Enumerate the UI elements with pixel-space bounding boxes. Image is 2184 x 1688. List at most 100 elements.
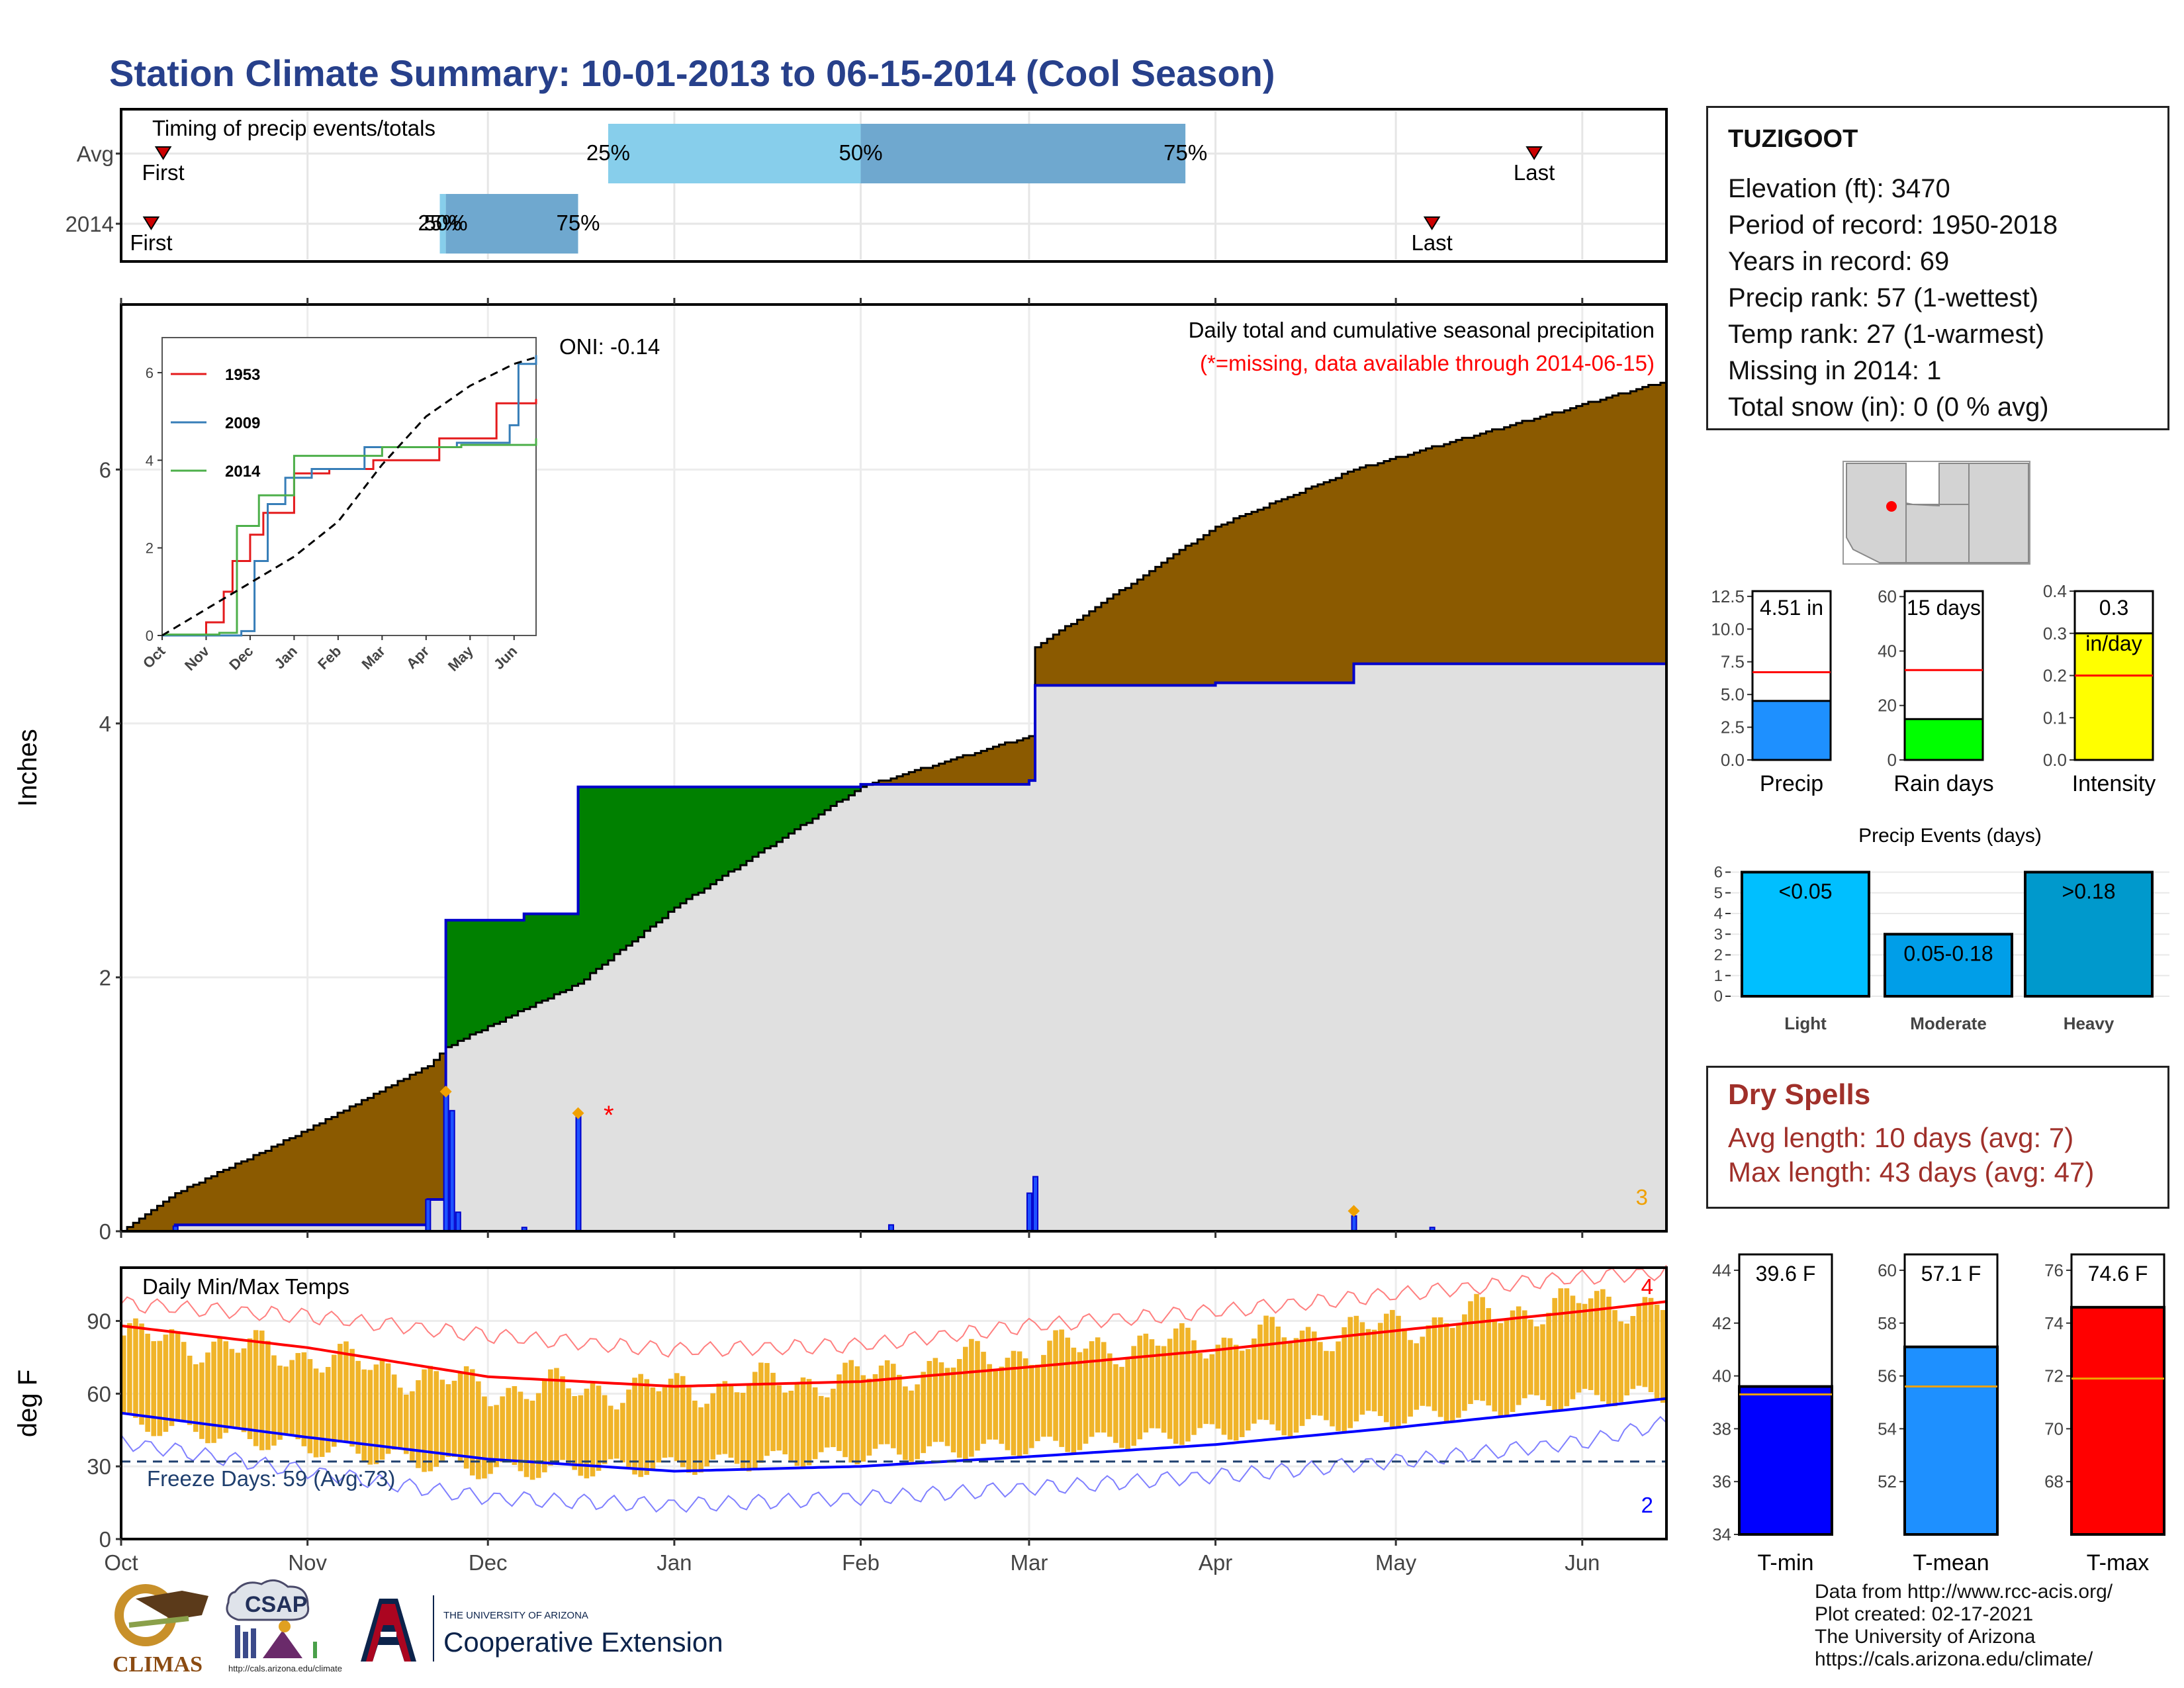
events-ytick-label: 4 <box>1714 905 1723 923</box>
timing-first-label: First <box>142 160 185 185</box>
daily-temp-bar <box>950 1367 956 1453</box>
daily-temp-bar <box>121 1335 126 1415</box>
inset-xtick-label: Jan <box>271 643 300 672</box>
daily-temp-bar <box>1570 1295 1576 1399</box>
daily-temp-bar <box>1065 1337 1071 1452</box>
daily-temp-bar <box>1558 1288 1564 1411</box>
daily-temp-bar <box>1203 1358 1208 1425</box>
daily-temp-bar <box>1630 1316 1636 1389</box>
daily-temp-bar <box>1125 1359 1130 1450</box>
daily-temp-bar <box>866 1378 872 1456</box>
events-ytick-label: 5 <box>1714 884 1723 902</box>
tbar-ytick-label: 54 <box>1878 1419 1897 1438</box>
daily-temp-bar <box>410 1391 415 1462</box>
timing-last-marker <box>1423 216 1441 230</box>
daily-temp-bar <box>439 1380 445 1462</box>
daily-temp-bar <box>903 1386 908 1460</box>
precip-ytick-label: 4 <box>99 712 111 736</box>
timing-p50-label: 50% <box>424 211 468 235</box>
daily-temp-bar <box>1486 1308 1492 1406</box>
daily-temp-bar <box>1269 1317 1275 1425</box>
temp-ytick-label: 90 <box>87 1309 111 1334</box>
missing-data-marker: * <box>604 1101 614 1130</box>
precip-panel: * 0 2 4 6 Daily total and cumulative season… <box>13 298 1668 1244</box>
precip-ytick-label: 0 <box>99 1219 111 1244</box>
daily-temp-bar <box>1353 1315 1359 1422</box>
season-stat-bars: 0.0 2.5 5.0 7.5 10.0 12.5 4.51 in Precip 0 20 40 60… <box>1711 581 2156 796</box>
stat-value-label: 0.3 <box>2099 596 2128 620</box>
daily-temp-bar <box>716 1383 722 1455</box>
inset-xtick-label: Apr <box>403 643 433 673</box>
daily-temp-bar <box>265 1340 271 1450</box>
daily-temp-bar <box>812 1387 818 1460</box>
daily-temp-bar <box>548 1369 553 1466</box>
inset-ytick-label: 6 <box>146 365 154 381</box>
station-snow: Total snow (in): 0 (0 % avg) <box>1728 393 2049 422</box>
daily-temp-bar <box>289 1360 295 1435</box>
dry-spells-title: Dry Spells <box>1728 1078 1871 1111</box>
daily-temp-bar <box>1005 1358 1011 1450</box>
events-bar-Heavy <box>2024 870 2154 998</box>
daily-temp-bar <box>295 1352 301 1440</box>
daily-temp-bar <box>331 1354 337 1447</box>
inset-legend-label: 2009 <box>225 414 260 432</box>
daily-temp-bar <box>416 1380 421 1468</box>
daily-temp-bar <box>1113 1364 1118 1443</box>
daily-temp-bar <box>566 1388 571 1464</box>
daily-temp-bar <box>241 1348 247 1432</box>
stat-ytick-label: 60 <box>1878 586 1897 606</box>
tbar-ytick-label: 60 <box>1878 1260 1897 1280</box>
daily-temp-bar <box>650 1387 656 1470</box>
daily-temp-bar <box>1516 1306 1522 1405</box>
daily-temp-bar <box>578 1395 584 1476</box>
daily-temp-bar <box>554 1368 559 1461</box>
daily-temp-bar <box>842 1362 848 1458</box>
daily-temp-bar <box>506 1387 512 1462</box>
daily-temp-bar <box>1347 1317 1353 1429</box>
daily-temp-bar <box>319 1372 325 1457</box>
daily-temp-bar <box>1408 1340 1413 1417</box>
daily-temp-bar <box>217 1337 222 1439</box>
daily-temp-bar <box>1257 1325 1263 1420</box>
daily-temp-bar <box>794 1383 800 1466</box>
daily-temp-bar <box>1504 1318 1510 1417</box>
daily-temp-bar <box>1468 1301 1473 1404</box>
daily-temp-bar <box>644 1379 650 1476</box>
daily-temp-bar <box>127 1323 132 1414</box>
tbar-ytick-label: 74 <box>2044 1313 2064 1333</box>
daily-temp-bar <box>518 1391 523 1472</box>
daily-temp-bar <box>969 1338 974 1457</box>
inset-cumulative-chart: 0 2 4 6 Oct Nov Dec Jan Feb Mar Apr May Jun 1953 2009 2… <box>140 337 537 675</box>
daily-temp-bar <box>1239 1350 1245 1437</box>
daily-temp-bar <box>758 1362 764 1463</box>
daily-temp-bar <box>1420 1336 1426 1406</box>
daily-temp-bar <box>175 1331 181 1422</box>
daily-temp-bar <box>1432 1317 1437 1411</box>
daily-temp-bar <box>1576 1303 1582 1393</box>
daily-temp-bar <box>1564 1288 1570 1407</box>
precip-panel-note: (*=missing, data available through 2014-… <box>1200 351 1655 375</box>
arizona-location-map <box>1843 461 2030 565</box>
daily-temp-bar <box>1402 1328 1407 1424</box>
temp-panel-title: Daily Min/Max Temps <box>142 1274 349 1299</box>
events-title: Precip Events (days) <box>1858 825 2042 847</box>
daily-temp-bar <box>1059 1329 1064 1447</box>
timing-last-marker <box>1525 146 1543 160</box>
daily-temp-bar <box>764 1363 770 1456</box>
daily-temp-bar <box>247 1338 253 1439</box>
tbar-ytick-label: 42 <box>1712 1313 1731 1333</box>
daily-temp-bar <box>1077 1352 1083 1450</box>
daily-temp-bar <box>1359 1322 1365 1415</box>
daily-temp-bar <box>1474 1293 1479 1401</box>
daily-temp-bar <box>1053 1330 1058 1441</box>
daily-temp-bar <box>500 1396 505 1462</box>
stat-name-label: Intensity <box>2072 771 2156 796</box>
timing-bar-q2 <box>860 124 1186 183</box>
daily-precip-bar <box>449 1109 455 1233</box>
stat-bar-0 <box>1751 700 1832 761</box>
daily-temp-bar <box>686 1387 692 1473</box>
daily-temp-bar <box>752 1372 758 1469</box>
tbar-ytick-label: 56 <box>1878 1366 1897 1386</box>
inset-xtick-label: May <box>445 642 477 674</box>
tbar-ytick-label: 76 <box>2044 1260 2064 1280</box>
